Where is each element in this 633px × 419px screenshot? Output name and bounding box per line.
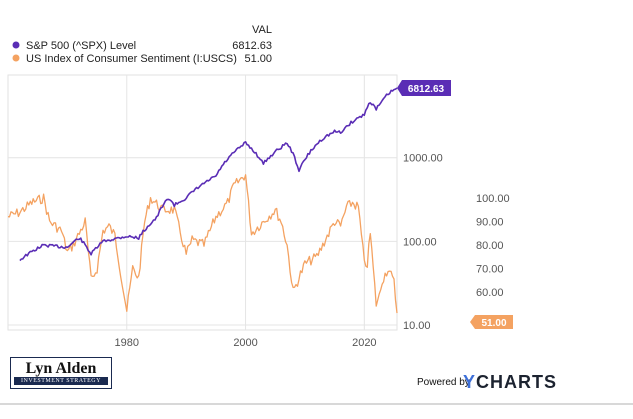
ycharts-logo-y: Y <box>463 372 477 392</box>
spx-axis-tick-0: 1000.00 <box>403 153 443 165</box>
x-tick-label-1: 2000 <box>233 337 257 349</box>
powered-by-text: Powered by <box>417 377 470 388</box>
lyn-alden-logo: Lyn Alden INVESTMENT STRATEGY <box>10 357 112 389</box>
sentiment-value-badge <box>470 315 513 329</box>
legend-value-sentiment: 51.00 <box>244 53 272 65</box>
plot-frame <box>7 74 398 331</box>
spx-axis-tick-2: 10.00 <box>403 320 431 332</box>
legend-label-spx: S&P 500 (^SPX) Level <box>26 40 136 52</box>
sentiment-axis-tick-4: 60.00 <box>476 287 504 299</box>
sentiment-axis-tick-0: 100.00 <box>476 193 510 205</box>
legend-value-spx: 6812.63 <box>232 40 272 52</box>
bottom-divider <box>0 403 633 405</box>
grid-lines <box>8 75 397 330</box>
x-tick-label-2: 2020 <box>352 337 376 349</box>
legend-marker-spx <box>12 41 20 49</box>
spx-axis-tick-1: 100.00 <box>403 236 437 248</box>
series-line-sentiment <box>7 174 398 314</box>
x-tick-label-0: 1980 <box>115 337 139 349</box>
legend-marker-sentiment <box>12 54 20 62</box>
logo-tagline: INVESTMENT STRATEGY <box>14 377 108 385</box>
legend-label-sentiment: US Index of Consumer Sentiment (I:USCS) <box>26 53 237 65</box>
axis-ticks: 1980 2000 2020 1000.00 100.00 10.00 100.00 90.0… <box>115 153 510 349</box>
series-layer <box>7 87 398 314</box>
sentiment-axis-tick-1: 90.00 <box>476 217 504 229</box>
ycharts-logo: YCHARTS <box>463 372 557 393</box>
value-column-header: VAL <box>252 24 272 36</box>
logo-name: Lyn Alden <box>25 360 97 377</box>
spx-value-badge-label: 6812.63 <box>408 84 445 95</box>
sentiment-axis-tick-2: 80.00 <box>476 240 504 252</box>
ycharts-logo-rest: CHARTS <box>476 372 558 392</box>
sentiment-value-badge-label: 51.00 <box>481 318 506 329</box>
value-badges: 6812.63 51.00 <box>397 80 513 329</box>
spx-value-badge <box>397 80 451 96</box>
series-line-spx <box>19 87 398 262</box>
sentiment-axis-tick-3: 70.00 <box>476 264 504 276</box>
